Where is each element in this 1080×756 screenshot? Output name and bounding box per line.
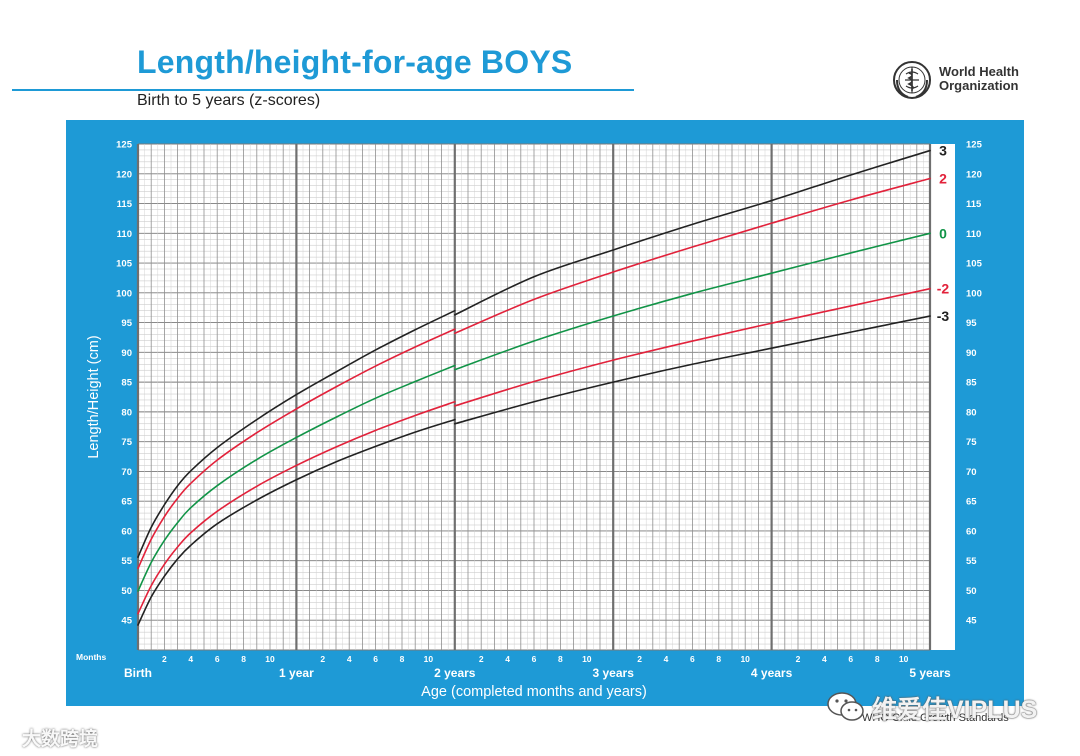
x-month-label: 2 xyxy=(479,654,484,664)
series-label-z2: 2 xyxy=(939,171,947,187)
y-tick-label-right: 115 xyxy=(966,199,982,210)
x-month-label: 6 xyxy=(690,654,695,664)
title-divider xyxy=(12,89,634,91)
x-month-label: 10 xyxy=(740,654,750,664)
y-tick-label-right: 55 xyxy=(966,556,977,567)
x-month-label: 8 xyxy=(716,654,721,664)
curve-z-3-seg2 xyxy=(454,315,931,425)
footer-note: WHO Child Growth Standards xyxy=(862,712,1009,724)
who-logo: World Health Organization xyxy=(892,60,1032,102)
y-tick-label-left: 50 xyxy=(121,586,132,597)
y-tick-label-right: 75 xyxy=(966,437,977,448)
curve-z3-seg1 xyxy=(137,309,456,558)
series-label-z3: 3 xyxy=(939,143,947,159)
y-tick-label-left: 90 xyxy=(121,348,132,359)
y-tick-label-right: 65 xyxy=(966,497,977,508)
who-emblem-icon xyxy=(893,61,931,99)
y-tick-label-left: 95 xyxy=(121,318,132,329)
x-month-label: 10 xyxy=(424,654,434,664)
y-tick-label-right: 95 xyxy=(966,318,977,329)
y-tick-label-left: 100 xyxy=(116,288,132,299)
x-year-label: Birth xyxy=(124,666,152,680)
x-month-label: 2 xyxy=(637,654,642,664)
x-month-label: 4 xyxy=(347,654,352,664)
x-month-label: 8 xyxy=(558,654,563,664)
x-month-label: 2 xyxy=(796,654,801,664)
x-month-label: 4 xyxy=(188,654,193,664)
curve-z2-seg2 xyxy=(454,177,931,335)
x-month-label: 10 xyxy=(582,654,592,664)
x-year-label: 1 year xyxy=(279,666,314,680)
x-year-label: 2 years xyxy=(434,666,476,680)
watermark-text: 维爱佳VIPLUS xyxy=(872,696,1038,724)
corner-watermark: 大数跨境 xyxy=(22,729,99,750)
x-month-label: 2 xyxy=(320,654,325,664)
x-month-label: 6 xyxy=(848,654,853,664)
z-label-strip xyxy=(931,144,955,650)
who-org-name: World Health Organization xyxy=(939,64,1019,93)
page-title: Length/height-for-age BOYS xyxy=(137,44,573,80)
x-year-label: 3 years xyxy=(593,666,635,680)
x-month-label: 10 xyxy=(265,654,275,664)
x-year-label: 5 years xyxy=(909,666,951,680)
series-label-z0: 0 xyxy=(939,225,947,241)
x-month-label: 8 xyxy=(241,654,246,664)
y-tick-label-right: 50 xyxy=(966,586,977,597)
y-tick-label-left: 125 xyxy=(116,140,133,151)
y-tick-label-left: 45 xyxy=(121,616,132,627)
x-axis-title: Age (completed months and years) xyxy=(421,684,647,700)
y-tick-label-left: 65 xyxy=(121,497,132,508)
curve-z3-seg2 xyxy=(454,149,931,316)
y-tick-label-right: 60 xyxy=(966,526,977,537)
page-subtitle: Birth to 5 years (z-scores) xyxy=(137,92,321,109)
x-month-label: 8 xyxy=(875,654,880,664)
y-tick-label-left: 85 xyxy=(121,378,132,389)
y-tick-label-right: 125 xyxy=(966,140,983,151)
y-tick-label-right: 100 xyxy=(966,288,982,299)
y-tick-label-right: 105 xyxy=(966,259,983,270)
series-label-z-2: -2 xyxy=(937,281,950,297)
y-tick-label-left: 110 xyxy=(117,229,132,240)
y-tick-label-right: 90 xyxy=(966,348,977,359)
x-axis-months-label: Months xyxy=(76,652,106,662)
curve-z-2-seg1 xyxy=(137,400,456,615)
y-tick-label-left: 60 xyxy=(121,526,132,537)
x-month-label: 6 xyxy=(373,654,378,664)
y-tick-label-right: 85 xyxy=(966,378,977,389)
y-tick-label-left: 75 xyxy=(121,437,132,448)
y-tick-label-left: 80 xyxy=(121,407,132,418)
curve-z-2-seg2 xyxy=(454,287,931,407)
y-tick-label-right: 70 xyxy=(966,467,977,478)
y-axis-title: Length/Height (cm) xyxy=(86,335,102,458)
y-tick-label-right: 120 xyxy=(966,169,982,180)
curve-z0-seg2 xyxy=(454,232,931,371)
x-month-label: 4 xyxy=(505,654,510,664)
x-month-label: 6 xyxy=(532,654,537,664)
y-tick-label-right: 80 xyxy=(966,407,977,418)
series-label-z-3: -3 xyxy=(937,308,950,324)
x-month-label: 6 xyxy=(215,654,220,664)
chart-panel: 45 45 50 50 55 55 60 60 65 65 70 70 75 75 80 80 85 85 90 90… xyxy=(66,120,1024,706)
x-month-label: 10 xyxy=(899,654,909,664)
y-tick-label-left: 55 xyxy=(121,556,132,567)
curve-z0-seg1 xyxy=(137,364,456,592)
y-tick-label-left: 120 xyxy=(116,169,132,180)
wechat-icon xyxy=(827,692,864,721)
x-month-label: 4 xyxy=(664,654,669,664)
y-tick-label-left: 115 xyxy=(117,199,133,210)
curve-z-3-seg1 xyxy=(137,418,456,626)
x-year-label: 4 years xyxy=(751,666,793,680)
x-month-label: 2 xyxy=(162,654,167,664)
y-tick-label-right: 110 xyxy=(966,229,981,240)
x-month-label: 8 xyxy=(400,654,405,664)
y-tick-label-left: 105 xyxy=(116,259,133,270)
y-tick-label-right: 45 xyxy=(966,616,977,627)
y-tick-label-left: 70 xyxy=(121,467,132,478)
curve-z2-seg1 xyxy=(137,328,456,570)
x-month-label: 4 xyxy=(822,654,827,664)
